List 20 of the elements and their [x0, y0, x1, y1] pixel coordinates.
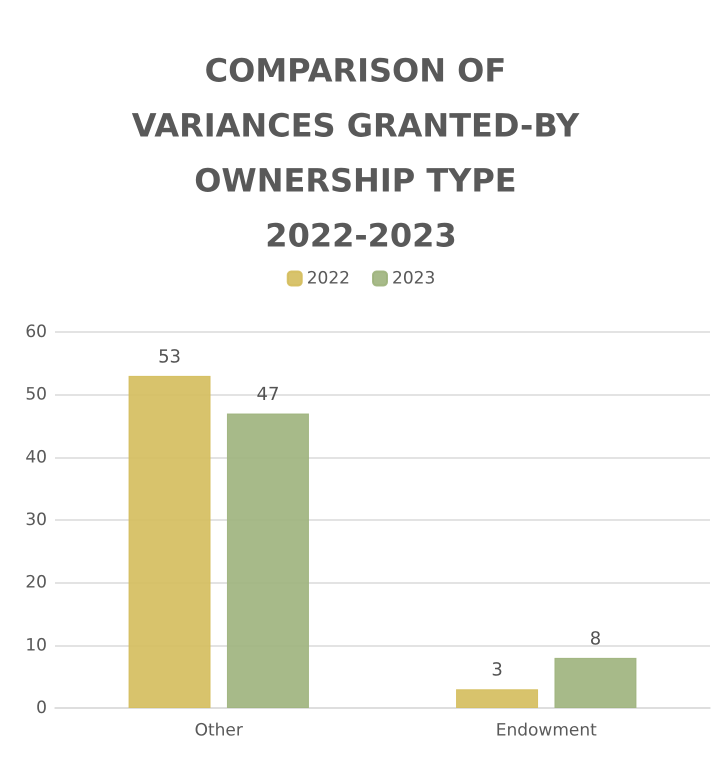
legend-label: 2023 — [392, 268, 436, 288]
bar — [128, 376, 211, 708]
x-tick-label: Other — [194, 720, 243, 740]
x-tick-label: Endowment — [496, 720, 598, 740]
bar — [226, 413, 309, 708]
y-tick-label: 10 — [25, 635, 47, 656]
y-tick-label: 40 — [25, 447, 47, 468]
y-tick-label: 60 — [25, 322, 47, 342]
bar — [554, 658, 636, 708]
data-label: 53 — [158, 346, 182, 368]
legend-label: 2022 — [306, 268, 350, 288]
data-label: 3 — [491, 660, 503, 681]
y-tick-label: 20 — [25, 572, 47, 593]
y-tick-label: 30 — [25, 510, 47, 530]
bar — [456, 689, 538, 708]
data-label: 47 — [256, 384, 280, 405]
chart-title: COMPARISON OF VARIANCES GRANTED-BY OWNERSHIP TYPE 2022-2023 — [132, 52, 590, 254]
data-label: 8 — [590, 628, 602, 650]
y-tick-label: 0 — [36, 698, 47, 718]
y-tick-label: 50 — [25, 384, 47, 405]
